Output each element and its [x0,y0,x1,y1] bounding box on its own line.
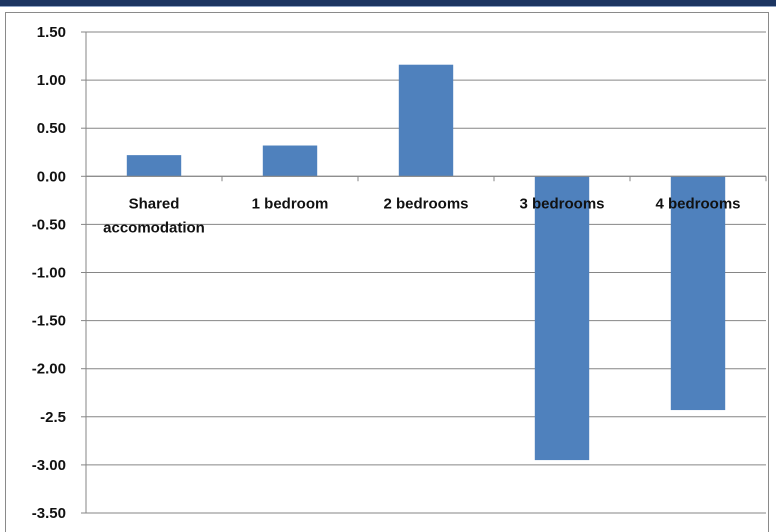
bar [262,145,318,177]
y-tick-labels: 1.50 1.00 0.50 0.00 -0.50 -1.00 -1.50 -2.00 -2.5… [32,24,66,522]
bar [126,155,182,177]
x-tick-label: Shared accomodation [103,195,205,236]
y-tick-label: -1.00 [32,265,66,282]
axes [81,31,767,514]
y-tick-label: -2.00 [32,361,66,378]
y-tick-label: 1.00 [37,72,66,89]
y-tick-label: -2.5 [40,409,66,426]
y-tick-label: -3.50 [32,505,66,522]
y-tick-label: -0.50 [32,216,66,233]
x-tick-label: 4 bedrooms [655,195,740,212]
bar [398,64,454,177]
bar [670,176,726,411]
gridlines [86,31,766,514]
y-tick-label: 0.50 [37,120,66,137]
x-tick-labels: Shared accomodation 1 bedroom 2 bedrooms 3 b… [103,195,740,236]
bars [126,64,726,461]
y-tick-label: 1.50 [37,24,66,41]
x-tick-label: 2 bedrooms [383,195,468,212]
y-tick-label: 0.00 [37,168,66,185]
y-tick-label: -1.50 [32,313,66,330]
x-tick-label: 1 bedroom [252,195,329,212]
window-top-band [0,0,776,7]
bar [534,176,590,461]
y-tick-label: -3.00 [32,457,66,474]
x-tick-label: 3 bedrooms [519,195,604,212]
